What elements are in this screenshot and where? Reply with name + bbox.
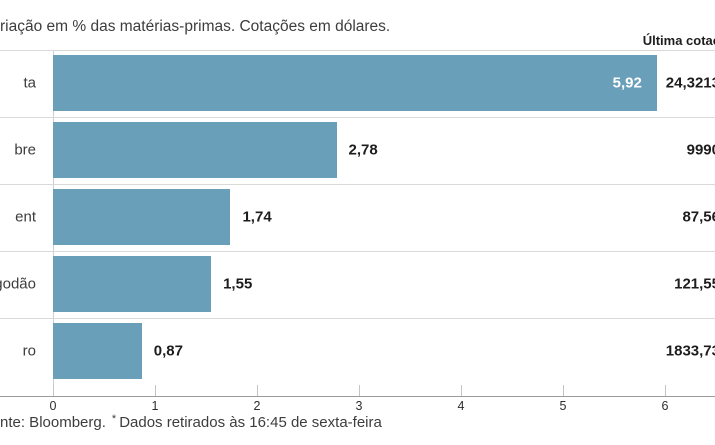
x-axis-tick: [563, 385, 564, 396]
source-note: nte: Bloomberg. * Dados retirados às 16:45…: [0, 413, 382, 431]
category-label: ta: [23, 74, 36, 92]
bar-ent: [53, 189, 231, 245]
last-quote-value: 9990: [686, 141, 715, 159]
last-quote-value: 24,3213: [665, 74, 715, 92]
bar-godão: [53, 256, 212, 312]
footnote-text: Dados retirados às 16:45 de sexta-feira: [119, 414, 382, 431]
row-separator: [0, 251, 715, 252]
bar-value-label: 5,92: [612, 74, 642, 92]
last-quote-column-header: Última cotaç: [642, 33, 715, 48]
bar-value-label: 1,55: [223, 275, 253, 293]
x-axis-tick: [461, 385, 462, 396]
bar-ta: [53, 55, 657, 111]
row-separator: [0, 184, 715, 185]
x-axis-tick-label: 1: [151, 399, 159, 413]
bar-value-label: 1,74: [242, 208, 272, 226]
bar-value-label: 0,87: [153, 342, 183, 360]
x-axis-tick-label: 4: [457, 399, 465, 413]
x-axis-tick: [665, 385, 666, 396]
category-label: ro: [22, 342, 36, 360]
x-axis-tick-label: 3: [355, 399, 363, 413]
x-axis-line: [0, 396, 715, 397]
x-axis-tick-label: 2: [253, 399, 261, 413]
bar-bre: [53, 122, 337, 178]
row-separator: [0, 318, 715, 319]
last-quote-value: 87,56: [682, 208, 715, 226]
footnote-asterisk: *: [111, 413, 117, 425]
row-separator: [0, 50, 715, 51]
x-axis-tick: [53, 385, 54, 396]
chart-title: riação em % das matérias-primas. Cotaçõe…: [0, 18, 391, 35]
category-label: ent: [15, 208, 36, 226]
bar-ro: [53, 323, 142, 379]
x-axis-tick-label: 6: [661, 399, 669, 413]
category-label: bre: [14, 141, 36, 159]
x-axis-tick: [155, 385, 156, 396]
last-quote-value: 1833,73: [665, 342, 715, 360]
source-text: nte: Bloomberg.: [0, 414, 106, 431]
row-separator: [0, 117, 715, 118]
bar-value-label: 2,78: [348, 141, 378, 159]
x-axis-tick: [359, 385, 360, 396]
x-axis-tick: [257, 385, 258, 396]
x-axis-tick-label: 5: [559, 399, 567, 413]
category-label: godão: [0, 275, 36, 293]
last-quote-value: 121,55: [674, 275, 715, 293]
x-axis-tick-label: 0: [49, 399, 57, 413]
